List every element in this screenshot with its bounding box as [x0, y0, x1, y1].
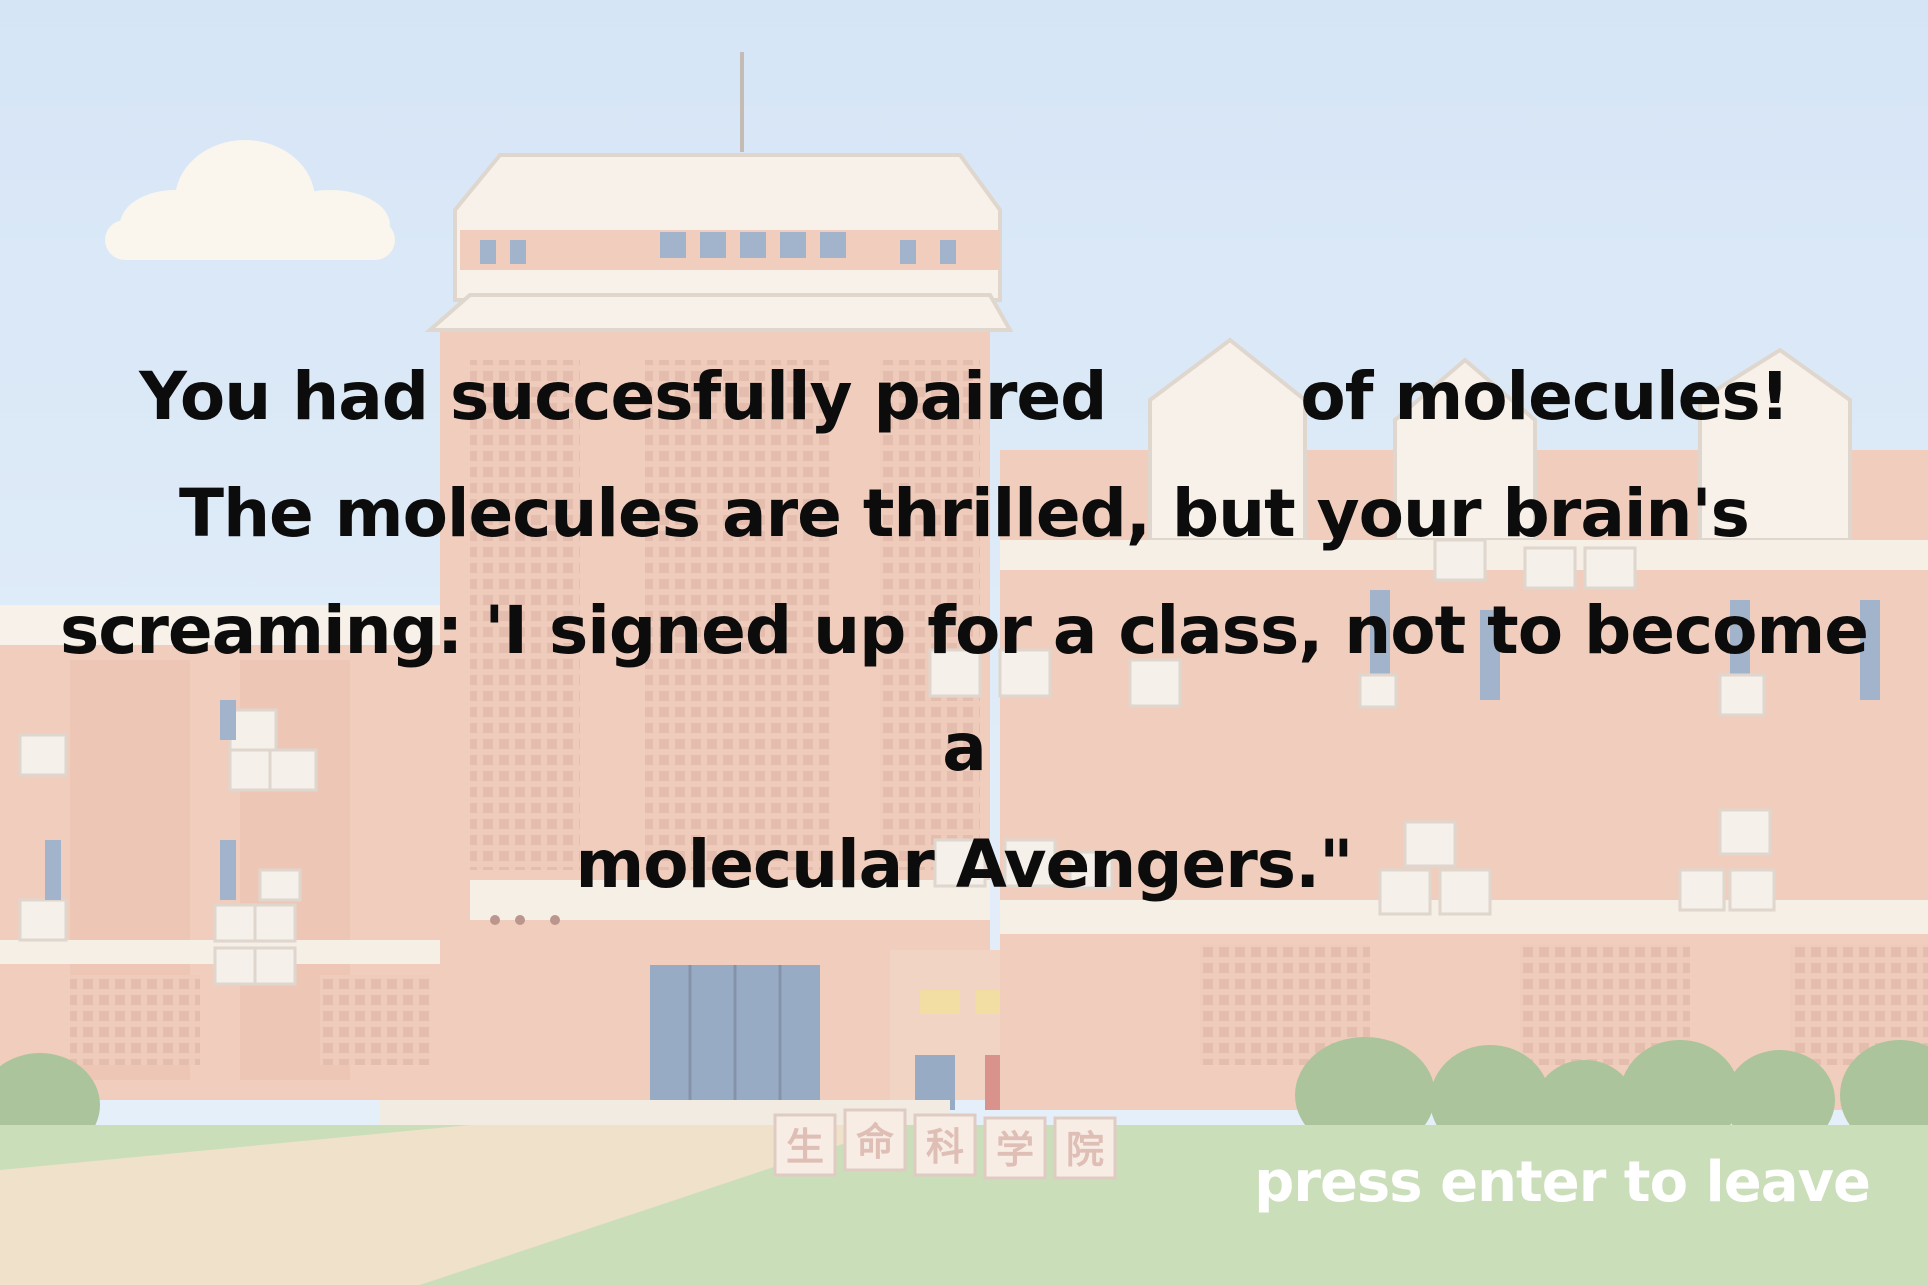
sign-char: 生	[786, 1124, 824, 1169]
message-line-3: screaming: 'I signed up for a class, not…	[59, 592, 1869, 786]
sign-char: 学	[996, 1127, 1034, 1172]
result-message: You had succesfully paired of molecules!…	[40, 338, 1888, 923]
sign-char: 科	[926, 1124, 964, 1169]
building-sign: 生 命 科 学 院	[773, 1108, 1117, 1180]
ac-units	[928, 538, 1776, 916]
press-enter-prompt[interactable]: press enter to leave	[1254, 1150, 1871, 1215]
sign-char: 院	[1066, 1127, 1104, 1172]
message-line-2: The molecules are thrilled, but your bra…	[179, 475, 1750, 552]
message-prefix: You had succesfully paired	[139, 358, 1107, 435]
sign-char: 命	[856, 1119, 894, 1164]
message-suffix: of molecules!	[1300, 358, 1789, 435]
path	[0, 1125, 900, 1285]
message-line-1: You had succesfully paired of molecules!	[40, 338, 1888, 455]
cloud	[105, 140, 395, 260]
left-wing	[0, 605, 470, 1100]
antenna	[740, 52, 744, 152]
message-line-4: molecular Avengers."	[575, 826, 1353, 903]
